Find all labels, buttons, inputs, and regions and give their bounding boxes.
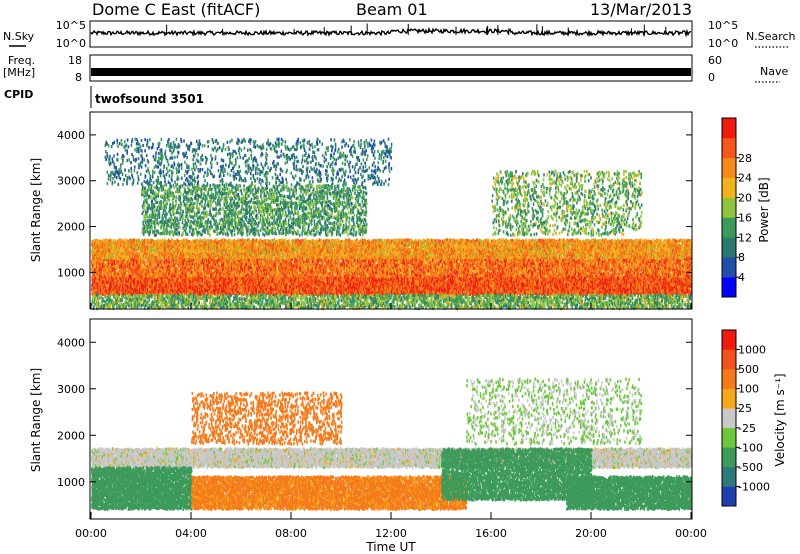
range-cell: [124, 281, 126, 284]
nsky-line: [91, 29, 691, 35]
cpid-label: CPID: [4, 88, 33, 101]
range-cell: [235, 277, 237, 280]
nsky-top-tick: 10^5: [56, 19, 86, 32]
range-cell: [243, 293, 245, 296]
nsearch-label: N.Search: [746, 30, 796, 43]
range-cell: [190, 285, 192, 288]
date-title: 13/Mar/2013: [590, 0, 692, 19]
nsky-label: N.Sky: [3, 30, 35, 43]
cpid-value: twofsound 3501: [95, 92, 204, 106]
nave-tick-top: 60: [708, 54, 722, 67]
range-cell: [105, 280, 107, 283]
range-cell: [185, 276, 187, 279]
nave-label: Nave: [760, 65, 788, 78]
range-cell: [124, 277, 126, 280]
freq-nave-trace: [91, 68, 691, 76]
nsky-trace: [91, 24, 691, 35]
nsky-bottom-tick: 10^0: [56, 37, 86, 50]
freq-label-line2: [MHz]: [3, 66, 35, 79]
nave-tick-bottom: 0: [708, 71, 715, 84]
freq-tick-bottom: 8: [75, 71, 82, 84]
range-cell: [199, 280, 201, 283]
range-cell: [108, 282, 110, 285]
range-cell: [160, 283, 162, 286]
beam-title: Beam 01: [356, 0, 428, 19]
radar-summary-plot: Dome C East (fitACF) Beam 01 13/Mar/2013…: [0, 0, 800, 554]
freq-tick-top: 18: [68, 54, 82, 67]
range-cell: [274, 291, 276, 294]
range-cell: [288, 293, 290, 296]
nsearch-bottom-tick: 10^0: [708, 37, 738, 50]
nsearch-top-tick: 10^5: [708, 19, 738, 32]
station-title: Dome C East (fitACF): [92, 0, 260, 19]
power-data-cells: [91, 138, 693, 311]
